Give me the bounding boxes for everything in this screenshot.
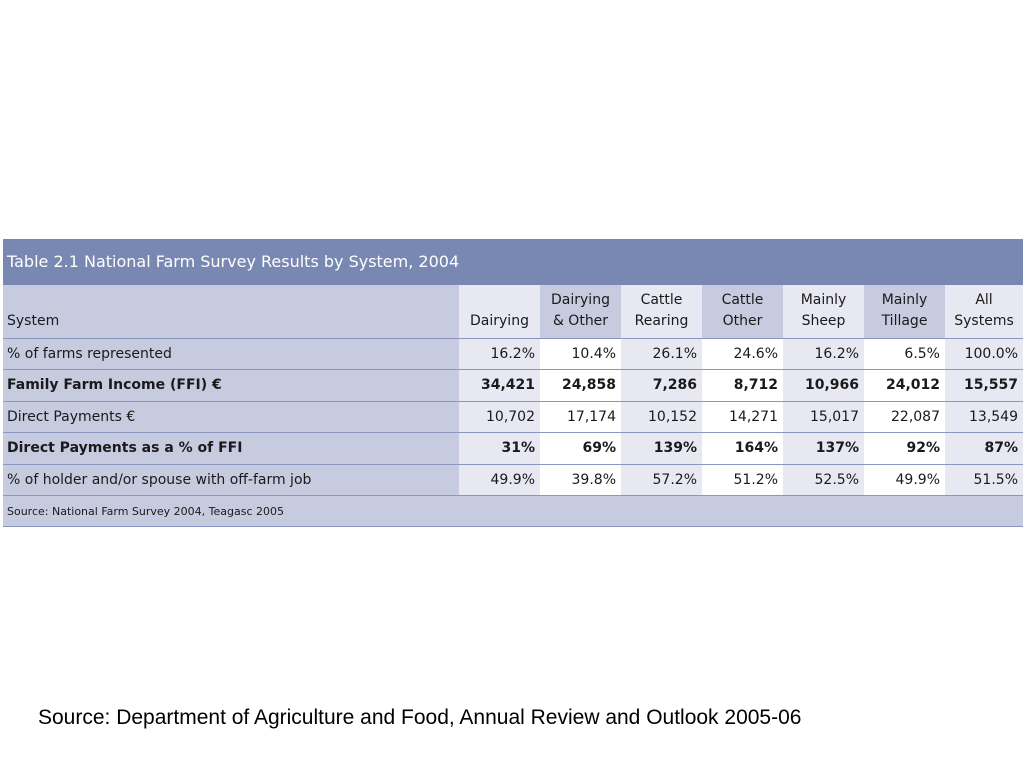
table-row: % of holder and/or spouse with off-farm … [3, 464, 1023, 496]
table-cell: 51.5% [945, 464, 1023, 496]
table-title: Table 2.1 National Farm Survey Results b… [3, 239, 1023, 285]
column-header-line2: Sheep [801, 312, 846, 329]
table-cell: 139% [621, 432, 702, 465]
row-label: Direct Payments as a % of FFI [3, 432, 459, 465]
table-cell: 10,152 [621, 401, 702, 433]
column-header-line2: Dairying [470, 312, 529, 329]
table-cell: 49.9% [459, 464, 540, 496]
column-header-line1: Cattle [640, 291, 683, 308]
table-row: Direct Payments €10,702 17,174 10,152 14,27… [3, 401, 1023, 433]
table-cell: 39.8% [540, 464, 621, 496]
table-cell: 51.2% [702, 464, 783, 496]
results-table: System Dairying Dairying & Other Cattle Rear… [3, 285, 1023, 496]
table-cell: 31% [459, 432, 540, 465]
table-cell: 69% [540, 432, 621, 465]
table-cell: 8,712 [702, 369, 783, 402]
column-header-line2: & Other [552, 312, 609, 329]
column-header: Mainly Sheep [783, 285, 864, 339]
table-cell: 13,549 [945, 401, 1023, 433]
row-label: Family Farm Income (FFI) € [3, 369, 459, 402]
header-row: System Dairying Dairying & Other Cattle Rear… [3, 285, 1023, 339]
table-cell: 6.5% [864, 338, 945, 370]
column-header-line1: All [975, 291, 993, 308]
column-header-line2: Rearing [634, 312, 689, 329]
table-cell: 34,421 [459, 369, 540, 402]
table-cell: 100.0% [945, 338, 1023, 370]
header-system: System [3, 285, 459, 339]
table-cell: 92% [864, 432, 945, 465]
table-cell: 17,174 [540, 401, 621, 433]
column-header-line1: Mainly [800, 291, 847, 308]
column-header-line1: Dairying [551, 291, 610, 308]
table-cell: 10,966 [783, 369, 864, 402]
table-row: Direct Payments as a % of FFI 31% 69% 139% 1… [3, 432, 1023, 465]
column-header: Dairying [459, 285, 540, 339]
table-row: Family Farm Income (FFI) €34,421 24,858 7,… [3, 369, 1023, 402]
column-header-line1: Mainly [881, 291, 928, 308]
column-header: Cattle Other [702, 285, 783, 339]
column-header-line2: Systems [954, 312, 1014, 329]
table-cell: 137% [783, 432, 864, 465]
table-cell: 26.1% [621, 338, 702, 370]
table-cell: 15,557 [945, 369, 1023, 402]
table-cell: 87% [945, 432, 1023, 465]
column-header-line1: Cattle [721, 291, 764, 308]
table-body: % of farms represented 16.2% 10.4% 26.1% 24.… [3, 338, 1023, 496]
table-cell: 24,858 [540, 369, 621, 402]
table-source-note: Source: National Farm Survey 2004, Teaga… [3, 496, 1023, 527]
table-cell: 14,271 [702, 401, 783, 433]
row-label: Direct Payments € [3, 401, 459, 433]
table-cell: 10.4% [540, 338, 621, 370]
table-cell: 164% [702, 432, 783, 465]
column-header: Dairying & Other [540, 285, 621, 339]
table-cell: 16.2% [783, 338, 864, 370]
slide-source-caption: Source: Department of Agriculture and Fo… [38, 706, 802, 729]
column-header-line2: Other [722, 312, 763, 329]
table-cell: 10,702 [459, 401, 540, 433]
table-cell: 7,286 [621, 369, 702, 402]
table-cell: 15,017 [783, 401, 864, 433]
column-header: Cattle Rearing [621, 285, 702, 339]
table-cell: 52.5% [783, 464, 864, 496]
table-cell: 49.9% [864, 464, 945, 496]
table-cell: 16.2% [459, 338, 540, 370]
column-header-line1 [459, 290, 540, 311]
table-cell: 24.6% [702, 338, 783, 370]
row-label: % of holder and/or spouse with off-farm … [3, 464, 459, 496]
table-row: % of farms represented 16.2% 10.4% 26.1% 24.… [3, 338, 1023, 370]
table-cell: 22,087 [864, 401, 945, 433]
column-header: Mainly Tillage [864, 285, 945, 339]
survey-table: Table 2.1 National Farm Survey Results b… [3, 239, 1023, 527]
column-header-line2: Tillage [881, 312, 928, 329]
table-cell: 57.2% [621, 464, 702, 496]
table-cell: 24,012 [864, 369, 945, 402]
column-header: All Systems [945, 285, 1023, 339]
row-label: % of farms represented [3, 338, 459, 370]
